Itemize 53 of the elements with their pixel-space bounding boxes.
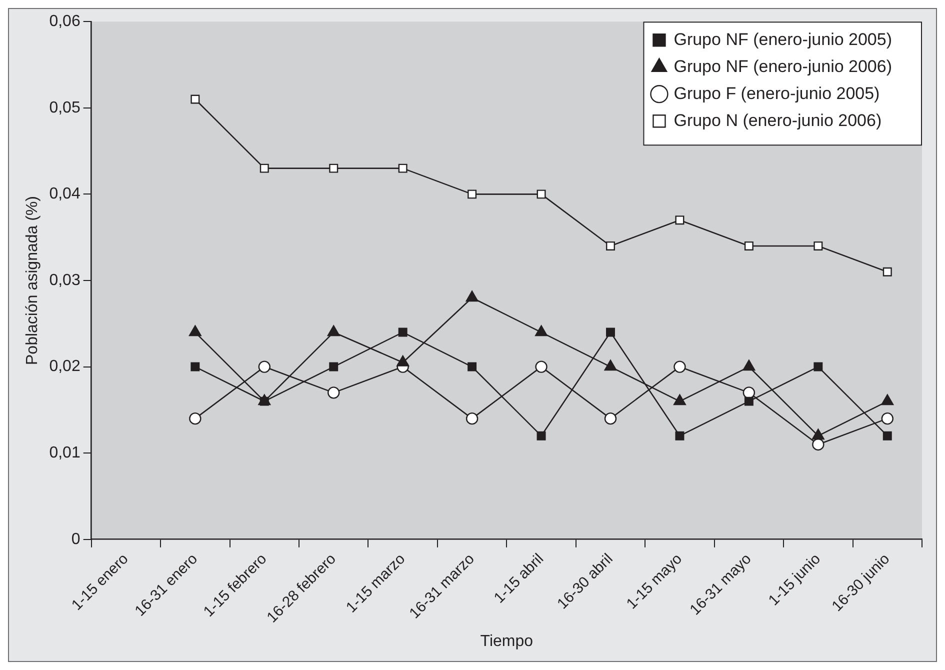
point — [468, 362, 477, 372]
point — [398, 164, 408, 173]
point — [536, 431, 546, 440]
point — [190, 362, 200, 372]
point — [812, 438, 824, 451]
point — [604, 360, 617, 371]
point — [744, 241, 754, 250]
point — [329, 164, 338, 173]
point — [881, 394, 894, 406]
legend-label: Grupo F (enero-junio 2005) — [674, 84, 880, 103]
point — [606, 241, 615, 250]
point — [814, 362, 823, 372]
legend-label: Grupo N (enero-junio 2006) — [674, 110, 882, 130]
y-tick-label: 0,02 — [49, 358, 80, 376]
y-tick-label: 0,05 — [49, 99, 80, 116]
point — [535, 360, 548, 373]
y-tick-label: 0,03 — [49, 272, 80, 289]
legend-label: Grupo NF (enero-junio 2005) — [674, 30, 892, 49]
point — [327, 325, 340, 336]
point — [606, 328, 615, 337]
point — [882, 431, 892, 440]
point — [675, 431, 684, 440]
point — [189, 412, 202, 425]
point — [468, 190, 477, 199]
x-axis-title: Tiempo — [480, 632, 534, 650]
point — [328, 386, 340, 399]
y-tick-label: 0,04 — [49, 186, 80, 203]
legend-label: Grupo NF (enero-junio 2006) — [674, 56, 892, 76]
point — [536, 190, 546, 199]
point — [674, 360, 686, 373]
point — [814, 241, 823, 250]
point — [466, 412, 478, 425]
point — [812, 428, 824, 440]
point — [190, 94, 200, 104]
point — [673, 394, 686, 406]
point — [466, 290, 478, 302]
y-tick-label: 0,01 — [49, 444, 80, 462]
point — [260, 164, 269, 173]
y-tick-label: 0,06 — [49, 13, 80, 30]
point — [744, 396, 754, 406]
point — [396, 355, 410, 366]
point — [258, 360, 270, 373]
point — [188, 325, 202, 336]
point — [329, 362, 338, 372]
y-axis-title: Población asignada (%) — [24, 196, 42, 365]
point — [742, 360, 756, 371]
point — [398, 328, 408, 337]
y-tick-label: 0 — [71, 530, 80, 548]
point — [882, 267, 892, 276]
point — [675, 216, 684, 225]
point — [881, 412, 894, 425]
point — [604, 412, 617, 425]
point — [535, 325, 548, 336]
